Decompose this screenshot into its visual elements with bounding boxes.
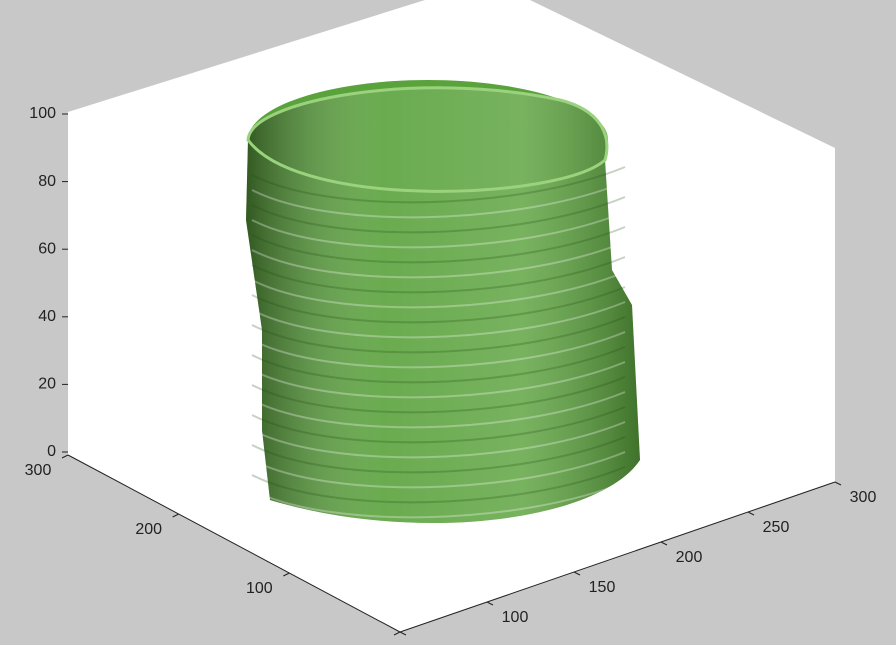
y-tick [394,632,400,635]
x-tick-label: 250 [763,519,790,536]
x-tick [574,572,580,575]
x-tick [748,512,754,515]
x-tick [661,542,667,545]
y-tick [62,455,68,458]
y-tick-label: 100 [246,580,273,597]
surface [246,80,640,523]
x-tick-label: 300 [850,489,877,506]
z-tick-label: 40 [38,308,56,325]
z-tick-label: 60 [38,240,56,257]
y-tick [283,573,289,576]
y-tick-label: 200 [135,521,162,538]
x-tick [487,602,493,605]
z-tick-label: 20 [38,376,56,393]
y-tick [173,514,179,517]
x-tick [400,632,406,635]
chart: 020406080100010020030050100150200250300 [0,0,896,640]
y-tick-label: 300 [25,462,52,479]
z-tick-label: 80 [38,173,56,190]
x-tick-label: 200 [676,549,703,566]
page: {"chart_data": {"type": "surface3d", "co… [0,0,896,640]
x-tick-label: 150 [589,579,616,596]
x-tick-label: 100 [502,609,529,626]
x-tick [835,482,841,485]
z-tick-label: 0 [47,443,56,460]
z-tick-label: 100 [29,105,56,122]
surface-shade [246,88,640,523]
